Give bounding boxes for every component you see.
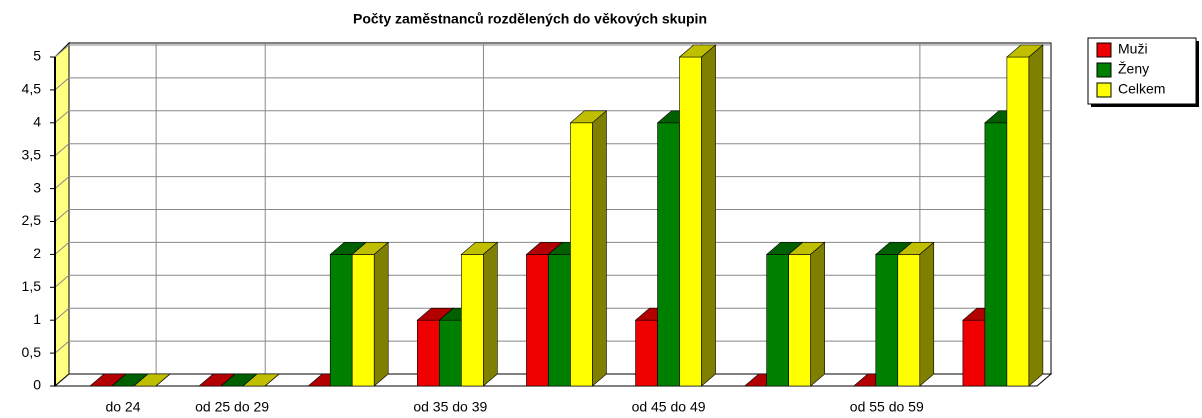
y-tick-label: 4,5 xyxy=(22,81,42,97)
bar-front xyxy=(439,319,462,387)
bar-side xyxy=(810,241,825,387)
bar-side xyxy=(373,241,389,387)
x-tick-label: od 55 do 59 xyxy=(850,399,924,415)
bar-front xyxy=(897,254,921,387)
bar-side xyxy=(919,241,935,387)
legend-label: Muži xyxy=(1118,41,1148,57)
legend-label: Ženy xyxy=(1118,61,1149,77)
left-wall xyxy=(54,41,70,388)
y-tick-label: 1 xyxy=(33,311,41,327)
grid-line xyxy=(54,307,70,321)
x-tick-label: od 35 do 39 xyxy=(413,399,487,415)
y-tick-label: 3,5 xyxy=(22,146,42,162)
grid-line xyxy=(54,176,70,189)
bar-front xyxy=(417,319,440,387)
bar-front xyxy=(570,122,593,387)
grid-line xyxy=(54,44,70,58)
x-tick-label: od 45 do 49 xyxy=(632,399,706,415)
bar-front xyxy=(635,319,658,387)
grid-line xyxy=(54,274,70,288)
bar-side xyxy=(483,241,498,387)
legend-swatch xyxy=(1096,42,1112,58)
bar-front xyxy=(548,254,571,387)
bar-front xyxy=(1006,56,1030,387)
x-tick-label: do 24 xyxy=(105,399,140,415)
bar-front xyxy=(962,319,986,387)
chart-title: Počty zaměstnanců rozdělených do věkovýc… xyxy=(353,11,707,27)
bar-front xyxy=(788,254,811,387)
bar-side xyxy=(155,373,171,387)
y-tick-label: 0,5 xyxy=(22,344,42,360)
bar-front xyxy=(984,122,1008,387)
grid-line xyxy=(54,143,70,157)
grid-line xyxy=(54,77,70,91)
bar-front xyxy=(766,254,789,387)
legend-label: Celkem xyxy=(1118,81,1165,97)
y-tick-label: 2,5 xyxy=(22,212,42,228)
y-tick-label: 1,5 xyxy=(22,278,42,294)
bar-front xyxy=(461,254,484,387)
y-tick-label: 4 xyxy=(33,114,41,130)
bar-front xyxy=(351,254,375,387)
bar-side xyxy=(1028,44,1044,387)
bar-front xyxy=(329,254,353,387)
legend-swatch xyxy=(1096,82,1112,98)
y-tick-label: 5 xyxy=(33,48,41,64)
bar-front xyxy=(679,56,702,387)
y-tick-label: 3 xyxy=(33,179,41,195)
bar-side xyxy=(264,373,280,387)
bar-front xyxy=(657,122,680,387)
grid-line xyxy=(54,110,70,124)
bar-front xyxy=(875,254,899,387)
legend-swatch xyxy=(1096,62,1112,78)
bar-side xyxy=(592,110,607,387)
grid-line xyxy=(54,209,70,222)
x-tick-label: od 25 do 29 xyxy=(195,399,269,415)
bar-front xyxy=(526,254,549,387)
bar-side xyxy=(701,44,716,387)
y-tick-label: 0 xyxy=(33,377,41,393)
grid-line xyxy=(54,340,70,354)
grid-line xyxy=(54,242,70,255)
y-tick-label: 2 xyxy=(33,245,41,261)
